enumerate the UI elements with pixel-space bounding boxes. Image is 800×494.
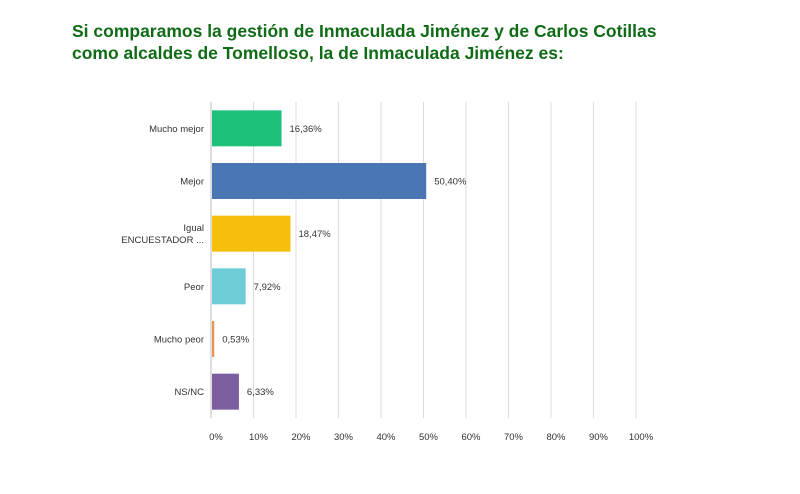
x-tick-label: 10% (249, 432, 269, 443)
x-tick-label: 0% (209, 432, 223, 443)
x-tick-label: 50% (419, 432, 439, 443)
data-label: 50,40% (434, 177, 467, 188)
chart-title-line-1: Si comparamos la gestión de Inmaculada J… (72, 21, 657, 41)
category-label: Mucho mejor (149, 124, 204, 135)
bar (212, 321, 215, 357)
category-label: Peor (184, 282, 204, 293)
x-tick-label: 80% (546, 432, 566, 443)
category-label: Igual (183, 223, 204, 234)
category-label: ENCUESTADOR ... (121, 235, 204, 246)
bar (212, 268, 246, 305)
category-label: Mucho peor (154, 335, 204, 346)
x-tick-label: 30% (334, 432, 354, 443)
data-label: 0,53% (222, 335, 249, 346)
data-label: 7,92% (254, 282, 281, 293)
bar (212, 373, 239, 410)
x-tick-label: 70% (504, 432, 524, 443)
data-label: 18,47% (298, 229, 331, 240)
data-label: 6,33% (247, 387, 274, 398)
bar (212, 110, 282, 147)
chart-title: Si comparamos la gestión de Inmaculada J… (72, 20, 772, 64)
x-tick-label: 60% (461, 432, 481, 443)
category-label: NS/NC (174, 387, 204, 398)
bar (212, 163, 427, 199)
data-label: 16,36% (290, 124, 323, 135)
category-label: Mejor (180, 177, 204, 188)
x-tick-label: 40% (376, 432, 396, 443)
bar (212, 215, 291, 252)
x-tick-label: 90% (589, 432, 609, 443)
x-tick-label: 20% (291, 432, 311, 443)
chart-title-line-2: como alcaldes de Tomelloso, la de Inmacu… (72, 43, 564, 63)
x-tick-label: 100% (629, 432, 654, 443)
